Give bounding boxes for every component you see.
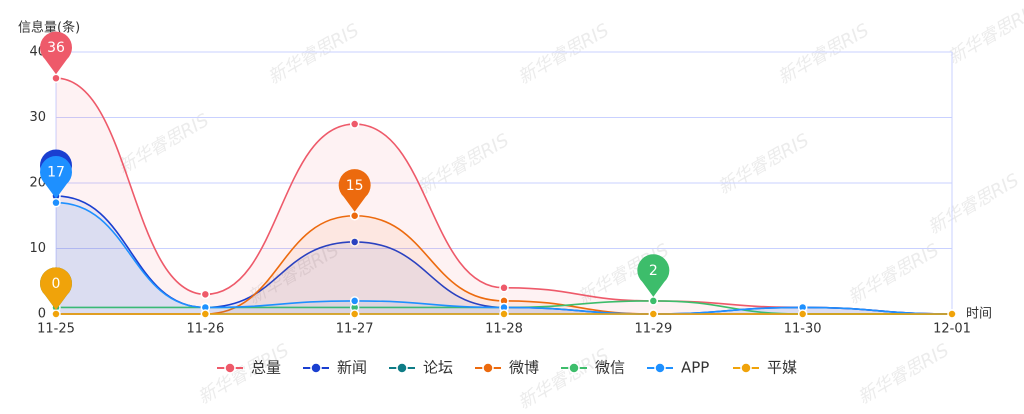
data-point xyxy=(499,309,509,319)
data-point xyxy=(648,296,659,306)
data-point xyxy=(947,309,957,319)
legend-marker xyxy=(396,362,408,374)
max-pin-label: 0 xyxy=(52,276,61,292)
series-area xyxy=(56,202,952,314)
legend-marker xyxy=(310,362,322,374)
data-point xyxy=(349,237,360,247)
data-point xyxy=(797,309,808,319)
legend-label: APP xyxy=(681,359,709,377)
max-pin-label: 2 xyxy=(649,263,658,279)
legend-label: 论坛 xyxy=(423,359,453,377)
legend-label: 微信 xyxy=(595,359,625,377)
y-tick-label: 30 xyxy=(29,110,46,125)
series-area xyxy=(56,196,952,314)
max-pin xyxy=(40,156,72,199)
data-point xyxy=(51,197,61,208)
data-point xyxy=(349,119,360,129)
legend-label: 微博 xyxy=(509,359,539,377)
watermark: 新华睿思RIS xyxy=(715,130,813,199)
legend-label: 平媒 xyxy=(767,359,797,377)
legend-marker xyxy=(224,362,236,374)
legend-label: 总量 xyxy=(251,359,281,377)
max-pin-label: 15 xyxy=(346,178,364,194)
x-tick-label: 11-29 xyxy=(634,322,672,337)
max-pin xyxy=(40,31,72,75)
data-point xyxy=(200,289,211,300)
data-point xyxy=(349,309,360,319)
data-point xyxy=(349,296,360,306)
data-point xyxy=(648,309,659,319)
max-pin xyxy=(40,267,72,310)
x-tick-label: 11-30 xyxy=(784,322,822,337)
series-line xyxy=(55,77,953,315)
x-tick-label: 11-27 xyxy=(336,322,374,337)
watermark: 新华睿思RIS xyxy=(515,20,613,89)
watermark: 新华睿思RIS xyxy=(515,345,613,414)
y-tick-label: 10 xyxy=(29,241,46,256)
max-pin-label: 17 xyxy=(47,165,65,181)
legend-marker xyxy=(740,362,752,374)
max-pin-label: 36 xyxy=(47,40,65,56)
watermark: 新华睿思RIS xyxy=(945,0,1024,69)
watermark: 新华睿思RIS xyxy=(775,20,873,89)
y-axis-title: 信息量(条) xyxy=(18,20,80,36)
data-point xyxy=(51,73,61,83)
max-pin xyxy=(338,169,371,212)
watermark: 新华睿思RIS xyxy=(415,130,513,199)
legend-marker xyxy=(568,362,580,374)
watermark: 新华睿思RIS xyxy=(855,340,953,409)
data-point xyxy=(349,211,360,221)
series-area xyxy=(56,78,952,314)
x-axis-title: 时间 xyxy=(966,307,992,322)
data-point xyxy=(200,309,211,319)
watermark: 新华睿思RIS xyxy=(845,240,943,309)
legend-marker xyxy=(654,362,666,374)
series-area xyxy=(56,215,952,314)
x-tick-label: 12-01 xyxy=(933,322,971,337)
legend-label: 新闻 xyxy=(337,359,367,377)
data-point xyxy=(51,309,61,319)
x-tick-label: 11-26 xyxy=(186,322,224,337)
legend-marker xyxy=(482,362,494,374)
x-tick-label: 11-25 xyxy=(37,322,75,337)
max-pin xyxy=(637,254,670,297)
watermark: 新华睿思RIS xyxy=(925,170,1023,239)
x-tick-label: 11-28 xyxy=(485,322,523,337)
watermark: 新华睿思RIS xyxy=(115,110,213,179)
data-point xyxy=(499,283,509,293)
y-tick-label: 0 xyxy=(38,307,46,322)
watermark: 新华睿思RIS xyxy=(265,20,363,89)
